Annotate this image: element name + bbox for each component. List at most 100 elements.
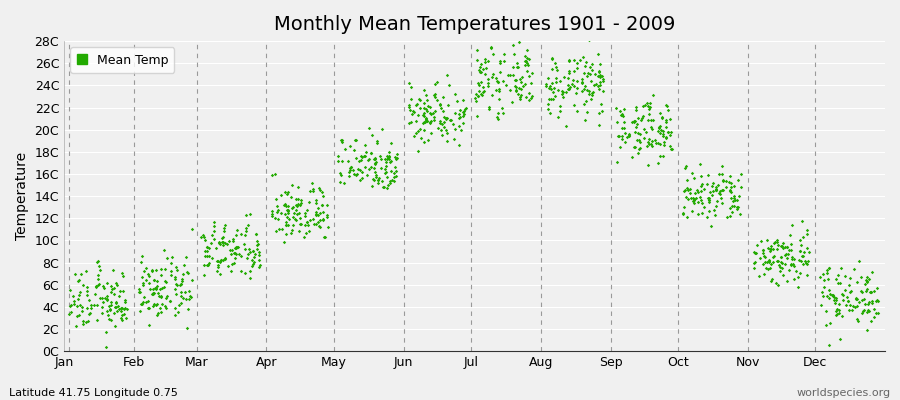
Point	[514, 79, 528, 85]
Point	[790, 284, 805, 290]
Point	[226, 236, 240, 243]
Point	[525, 93, 539, 100]
Point	[641, 117, 655, 124]
Point	[225, 246, 239, 253]
Point	[500, 82, 514, 88]
Point	[770, 258, 784, 264]
Point	[758, 254, 772, 260]
Point	[547, 92, 562, 99]
Point	[851, 258, 866, 265]
Point	[382, 178, 397, 184]
Point	[749, 250, 763, 256]
Point	[756, 247, 770, 254]
Point	[763, 246, 778, 252]
Point	[481, 83, 495, 89]
Point	[382, 153, 396, 160]
Point	[567, 82, 581, 89]
Point	[715, 187, 729, 193]
Point	[620, 134, 634, 140]
Point	[715, 163, 729, 169]
Point	[760, 259, 774, 265]
Point	[148, 267, 163, 273]
Point	[786, 261, 800, 267]
Point	[446, 136, 461, 142]
Point	[723, 173, 737, 179]
Point	[793, 248, 807, 255]
Point	[687, 200, 701, 206]
Point	[412, 105, 427, 112]
Point	[799, 272, 814, 278]
Point	[68, 298, 82, 304]
Point	[484, 91, 499, 98]
Point	[290, 211, 304, 217]
Point	[366, 165, 381, 172]
Point	[491, 86, 506, 92]
Point	[820, 267, 834, 274]
Point	[837, 273, 851, 279]
Point	[551, 114, 565, 120]
Point	[207, 236, 221, 242]
Point	[291, 200, 305, 207]
Point	[79, 305, 94, 312]
Point	[380, 173, 394, 180]
Point	[796, 253, 810, 259]
Point	[726, 183, 741, 189]
Point	[90, 259, 104, 266]
Point	[301, 219, 315, 225]
Point	[770, 237, 784, 244]
Point	[133, 259, 148, 265]
Point	[212, 240, 227, 246]
Point	[609, 119, 624, 126]
Point	[249, 242, 264, 248]
Point	[436, 118, 451, 125]
Point	[747, 260, 761, 267]
Point	[587, 82, 601, 88]
Point	[706, 191, 720, 198]
Point	[367, 155, 382, 162]
Point	[356, 153, 370, 160]
Point	[719, 214, 733, 220]
Point	[795, 253, 809, 259]
Point	[565, 76, 580, 83]
Point	[593, 72, 608, 78]
Point	[448, 91, 463, 98]
Point	[778, 260, 793, 267]
Point	[290, 203, 304, 210]
Point	[835, 313, 850, 320]
Point	[284, 205, 299, 212]
Point	[427, 117, 441, 124]
Point	[281, 207, 295, 213]
Point	[770, 238, 784, 245]
Point	[800, 261, 814, 268]
Point	[708, 184, 723, 190]
Point	[580, 108, 594, 115]
Point	[268, 171, 283, 178]
Point	[644, 126, 659, 132]
Point	[382, 153, 396, 160]
Point	[617, 119, 632, 125]
Point	[310, 221, 324, 227]
Point	[248, 251, 262, 257]
Point	[716, 187, 731, 194]
Point	[684, 195, 698, 201]
Point	[523, 95, 537, 102]
Point	[827, 294, 842, 300]
Point	[278, 201, 293, 208]
Point	[174, 300, 188, 306]
Point	[175, 278, 189, 284]
Point	[383, 180, 398, 186]
Point	[543, 83, 557, 89]
Point	[861, 301, 876, 307]
Point	[512, 95, 526, 102]
Point	[388, 163, 402, 170]
Point	[167, 274, 182, 280]
Point	[234, 268, 248, 274]
Point	[250, 246, 265, 252]
Point	[104, 283, 119, 290]
Point	[269, 228, 284, 234]
Point	[228, 255, 242, 261]
Point	[417, 112, 431, 118]
Point	[436, 124, 451, 130]
Point	[414, 135, 428, 142]
Point	[796, 233, 811, 240]
